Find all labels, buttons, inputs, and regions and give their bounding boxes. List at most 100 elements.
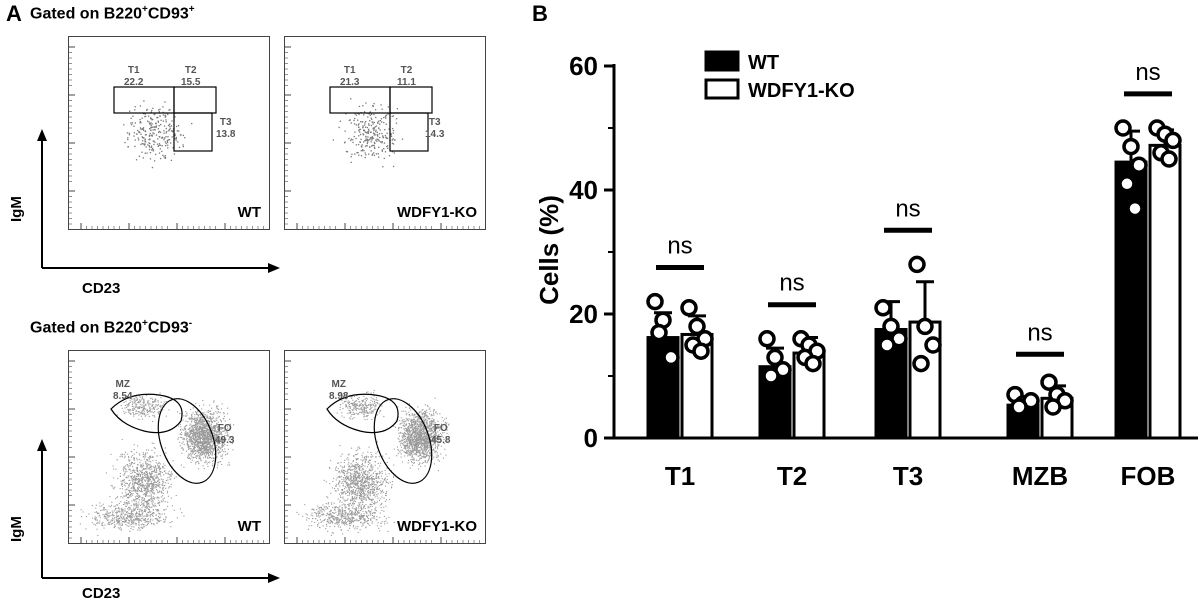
flow-event-dot bbox=[229, 437, 231, 439]
flow-event-dot bbox=[131, 475, 133, 477]
flow-event-dot bbox=[136, 515, 138, 517]
flow-event-dot bbox=[130, 495, 132, 497]
flow-event-dot bbox=[114, 524, 116, 526]
flow-event-dot bbox=[124, 489, 126, 491]
flow-event-dot bbox=[197, 422, 199, 424]
flow-event-dot bbox=[124, 141, 126, 144]
gate-label-t3: T3 14.3 bbox=[425, 117, 445, 140]
flow-event-dot bbox=[134, 519, 136, 521]
flow-event-dot bbox=[146, 505, 148, 507]
flow-event-dot bbox=[155, 122, 157, 125]
flow-event-dot bbox=[371, 154, 373, 156]
flow-event-dot bbox=[138, 481, 140, 483]
flow-event-dot bbox=[94, 517, 96, 519]
flow-event-dot bbox=[410, 440, 412, 442]
flow-event-dot bbox=[174, 138, 176, 140]
flow-event-dot bbox=[393, 425, 395, 427]
flow-event-dot bbox=[149, 464, 151, 466]
flow-event-dot bbox=[157, 401, 159, 403]
flow-event-dot bbox=[148, 499, 150, 501]
flow-event-dot bbox=[367, 128, 370, 131]
flow-event-dot bbox=[152, 504, 154, 506]
flow-event-dot bbox=[136, 517, 138, 519]
flow-event-dot bbox=[146, 411, 148, 413]
flow-event-dot bbox=[118, 506, 120, 509]
flow-event-dot bbox=[156, 471, 158, 473]
flow-event-dot bbox=[197, 445, 200, 447]
flow-event-dot bbox=[202, 453, 204, 455]
flow-event-dot bbox=[144, 113, 146, 115]
flow-event-dot bbox=[221, 442, 223, 444]
flow-event-dot bbox=[137, 129, 139, 132]
flow-event-dot bbox=[129, 401, 131, 403]
flow-event-dot bbox=[210, 418, 212, 420]
flow-event-dot bbox=[108, 512, 110, 514]
flow-event-dot bbox=[212, 448, 214, 450]
flow-event-dot bbox=[415, 425, 417, 427]
flow-event-dot bbox=[159, 486, 161, 488]
flow-event-dot bbox=[137, 489, 139, 491]
flow-event-dot bbox=[228, 439, 230, 441]
flow-event-dot bbox=[217, 428, 219, 430]
flow-event-dot bbox=[152, 500, 154, 502]
flow-event-dot bbox=[423, 428, 425, 430]
flow-event-dot bbox=[426, 447, 428, 449]
flow-event-dot bbox=[211, 452, 213, 454]
flow-event-dot bbox=[430, 425, 432, 427]
flow-event-dot bbox=[407, 447, 409, 449]
flow-event-dot bbox=[197, 436, 199, 439]
flow-event-dot bbox=[133, 399, 135, 401]
flow-event-dot bbox=[434, 441, 436, 443]
flow-event-dot bbox=[132, 115, 134, 117]
flow-event-dot bbox=[213, 430, 215, 432]
flow-event-dot bbox=[423, 433, 425, 436]
flow-event-dot bbox=[413, 442, 415, 444]
flow-event-dot bbox=[217, 464, 219, 466]
flow-event-dot bbox=[185, 432, 187, 434]
flow-event-dot bbox=[206, 452, 208, 454]
flow-event-dot bbox=[142, 466, 144, 468]
flow-event-dot bbox=[128, 402, 130, 404]
flow-event-dot bbox=[195, 442, 197, 444]
flow-event-dot bbox=[147, 400, 149, 402]
flow-event-dot bbox=[148, 478, 150, 480]
flow-event-dot bbox=[150, 494, 152, 496]
flow-event-dot bbox=[445, 454, 447, 456]
flow-event-dot bbox=[208, 435, 210, 437]
flow-event-dot bbox=[209, 448, 211, 450]
flow-event-dot bbox=[395, 122, 398, 124]
flow-event-dot bbox=[388, 128, 390, 130]
flow-event-dot bbox=[419, 424, 421, 426]
flow-event-dot bbox=[149, 158, 152, 160]
flow-event-dot bbox=[136, 504, 138, 506]
flow-event-dot bbox=[146, 473, 148, 475]
flow-event-dot bbox=[134, 476, 136, 478]
flow-event-dot bbox=[205, 438, 207, 440]
flow-event-dot bbox=[132, 466, 134, 468]
flow-event-dot bbox=[399, 432, 401, 434]
flow-event-dot bbox=[82, 511, 84, 513]
flow-event-dot bbox=[222, 454, 224, 456]
flow-event-dot bbox=[215, 434, 218, 436]
flow-event-dot bbox=[198, 442, 201, 444]
flow-event-dot bbox=[381, 108, 383, 110]
flow-event-dot bbox=[378, 146, 380, 148]
flow-event-dot bbox=[144, 480, 146, 482]
flow-event-dot bbox=[160, 407, 162, 409]
flow-event-dot bbox=[205, 440, 207, 442]
flow-event-dot bbox=[140, 510, 142, 512]
flow-event-dot bbox=[434, 426, 436, 428]
flow-event-dot bbox=[200, 434, 203, 436]
flow-event-dot bbox=[167, 139, 169, 141]
flow-event-dot bbox=[144, 509, 146, 511]
flow-event-dot bbox=[204, 436, 206, 438]
flow-event-dot bbox=[159, 491, 161, 493]
flow-event-dot bbox=[207, 450, 210, 452]
flow-event-dot bbox=[182, 419, 184, 421]
flow-event-dot bbox=[415, 435, 417, 437]
flow-event-dot bbox=[200, 459, 202, 461]
flow-event-dot bbox=[148, 468, 151, 470]
flow-event-dot bbox=[149, 463, 151, 465]
flow-event-dot bbox=[439, 425, 441, 427]
flow-event-dot bbox=[151, 119, 153, 121]
